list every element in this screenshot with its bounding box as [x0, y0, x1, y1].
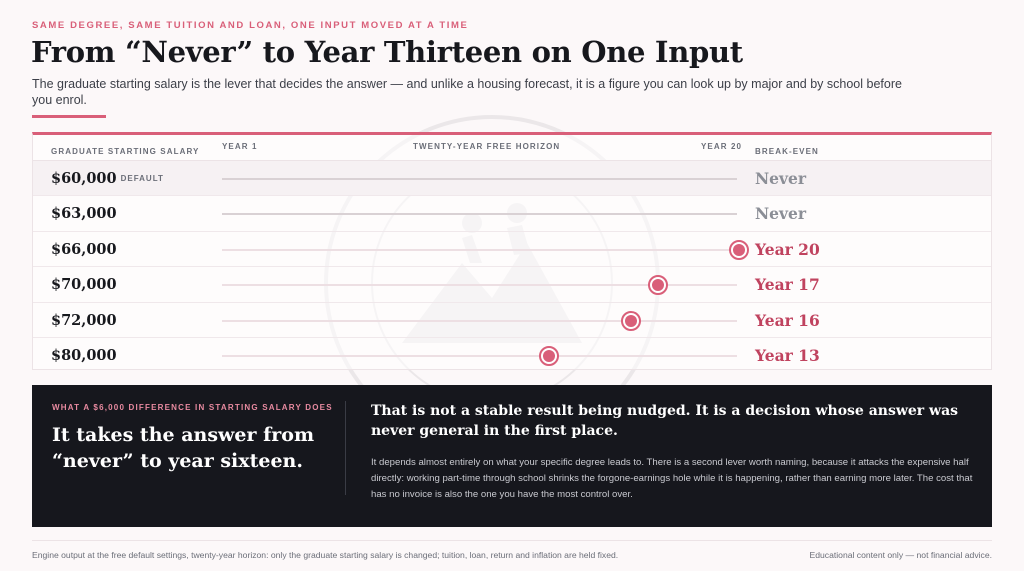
- salary-label: $66,000: [51, 241, 117, 258]
- break-even-label: Year 13: [755, 346, 820, 365]
- horizon-track: [222, 355, 737, 357]
- break-even-marker: [620, 310, 641, 331]
- salary-label: $70,000: [51, 276, 117, 293]
- break-even-label: Year 20: [755, 239, 820, 259]
- kicker: SAME DEGREE, SAME TUITION AND LOAN, ONE …: [32, 20, 469, 31]
- horizon-track: [222, 284, 737, 287]
- break-even-label: Year 17: [755, 275, 820, 295]
- column-header-break-even: BREAK-EVEN: [755, 147, 819, 156]
- salary-value: $63,000: [51, 205, 117, 223]
- default-tag: DEFAULT: [120, 174, 164, 183]
- table-row: $63,000 Never: [33, 196, 991, 232]
- footer-note: Engine output at the free default settin…: [32, 550, 619, 560]
- horizon-track: [222, 319, 737, 322]
- salary-value: $66,000: [51, 240, 117, 258]
- table-row: $66,000 Year 20: [33, 232, 991, 268]
- accent-rule: [32, 115, 106, 118]
- horizon-track: [222, 213, 737, 216]
- salary-label: $80,000: [51, 347, 117, 364]
- column-header-horizon: TWENTY-YEAR FREE HORIZON: [413, 142, 561, 151]
- break-even-marker: [647, 275, 668, 296]
- column-header-salary: GRADUATE STARTING SALARY: [51, 147, 200, 156]
- salary-label: $63,000: [51, 205, 117, 222]
- table-header: GRADUATE STARTING SALARY YEAR 1 TWENTY-Y…: [33, 135, 991, 161]
- column-header-year-end: YEAR 20: [701, 142, 743, 151]
- panel-divider: [345, 401, 346, 495]
- horizon-track: [222, 178, 737, 180]
- lede-text: The graduate starting salary is the leve…: [32, 77, 902, 107]
- break-even-table: GRADUATE STARTING SALARY YEAR 1 TWENTY-Y…: [32, 132, 992, 370]
- footer-divider: [32, 540, 992, 541]
- break-even-marker: [729, 239, 749, 260]
- salary-value: $60,000: [51, 170, 117, 187]
- panel-kicker: WHAT A $6,000 DIFFERENCE IN STARTING SAL…: [52, 403, 333, 412]
- table-row: $60,000 DEFAULT Never: [33, 161, 991, 197]
- salary-label: $60,000 DEFAULT: [51, 170, 164, 187]
- horizon-track: [222, 248, 737, 251]
- break-even-label: Never: [755, 169, 807, 188]
- break-even-label: Year 16: [755, 310, 820, 330]
- table-row: $80,000 Year 13: [33, 338, 991, 373]
- panel-body: It depends almost entirely on what your …: [371, 457, 973, 500]
- break-even-marker: [539, 346, 560, 366]
- table-row: $72,000 Year 16: [33, 303, 991, 338]
- break-even-label: Never: [755, 204, 807, 224]
- salary-value: $70,000: [51, 276, 117, 294]
- panel-subhead: That is not a stable result being nudged…: [371, 403, 959, 439]
- salary-value: $80,000: [51, 347, 117, 364]
- column-header-year-start: YEAR 1: [222, 142, 258, 151]
- salary-value: $72,000: [51, 311, 117, 329]
- footer-disclaimer: Educational content only — not financial…: [809, 550, 993, 560]
- page-title: From “Never” to Year Thirteen on One Inp…: [31, 35, 743, 69]
- salary-label: $72,000: [51, 312, 117, 329]
- panel-headline: It takes the answer from “never” to year…: [52, 424, 315, 472]
- table-row: $70,000 Year 17: [33, 267, 991, 303]
- takeaway-panel: WHAT A $6,000 DIFFERENCE IN STARTING SAL…: [32, 385, 992, 527]
